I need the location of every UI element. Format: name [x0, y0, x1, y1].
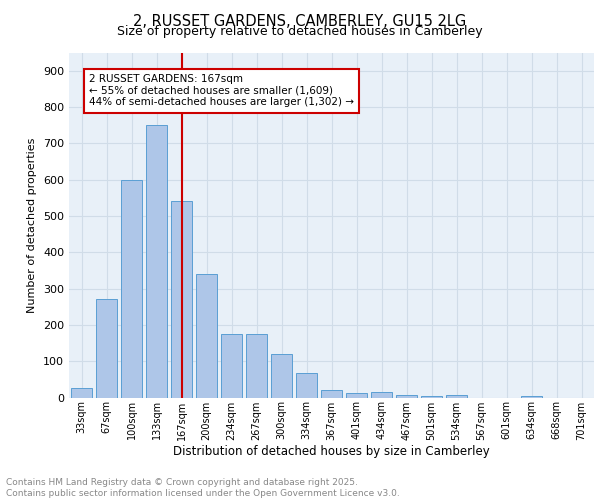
Bar — [171, 202, 192, 398]
Bar — [221, 334, 242, 398]
Text: 2 RUSSET GARDENS: 167sqm
← 55% of detached houses are smaller (1,609)
44% of sem: 2 RUSSET GARDENS: 167sqm ← 55% of detach… — [89, 74, 354, 108]
Text: 2, RUSSET GARDENS, CAMBERLEY, GU15 2LG: 2, RUSSET GARDENS, CAMBERLEY, GU15 2LG — [133, 14, 467, 29]
Y-axis label: Number of detached properties: Number of detached properties — [28, 138, 37, 312]
Bar — [271, 354, 292, 398]
Bar — [521, 396, 542, 398]
Bar — [96, 300, 117, 398]
Bar — [121, 180, 142, 398]
Bar — [321, 390, 342, 398]
Bar — [446, 394, 467, 398]
Bar — [346, 393, 367, 398]
Text: Contains HM Land Registry data © Crown copyright and database right 2025.: Contains HM Land Registry data © Crown c… — [6, 478, 358, 487]
Bar — [296, 373, 317, 398]
Bar — [146, 125, 167, 398]
Bar — [421, 396, 442, 398]
Bar — [396, 394, 417, 398]
Text: Contains public sector information licensed under the Open Government Licence v3: Contains public sector information licen… — [6, 488, 400, 498]
X-axis label: Distribution of detached houses by size in Camberley: Distribution of detached houses by size … — [173, 445, 490, 458]
Bar — [246, 334, 267, 398]
Text: Size of property relative to detached houses in Camberley: Size of property relative to detached ho… — [117, 25, 483, 38]
Bar — [71, 388, 92, 398]
Bar — [371, 392, 392, 398]
Bar — [196, 274, 217, 398]
